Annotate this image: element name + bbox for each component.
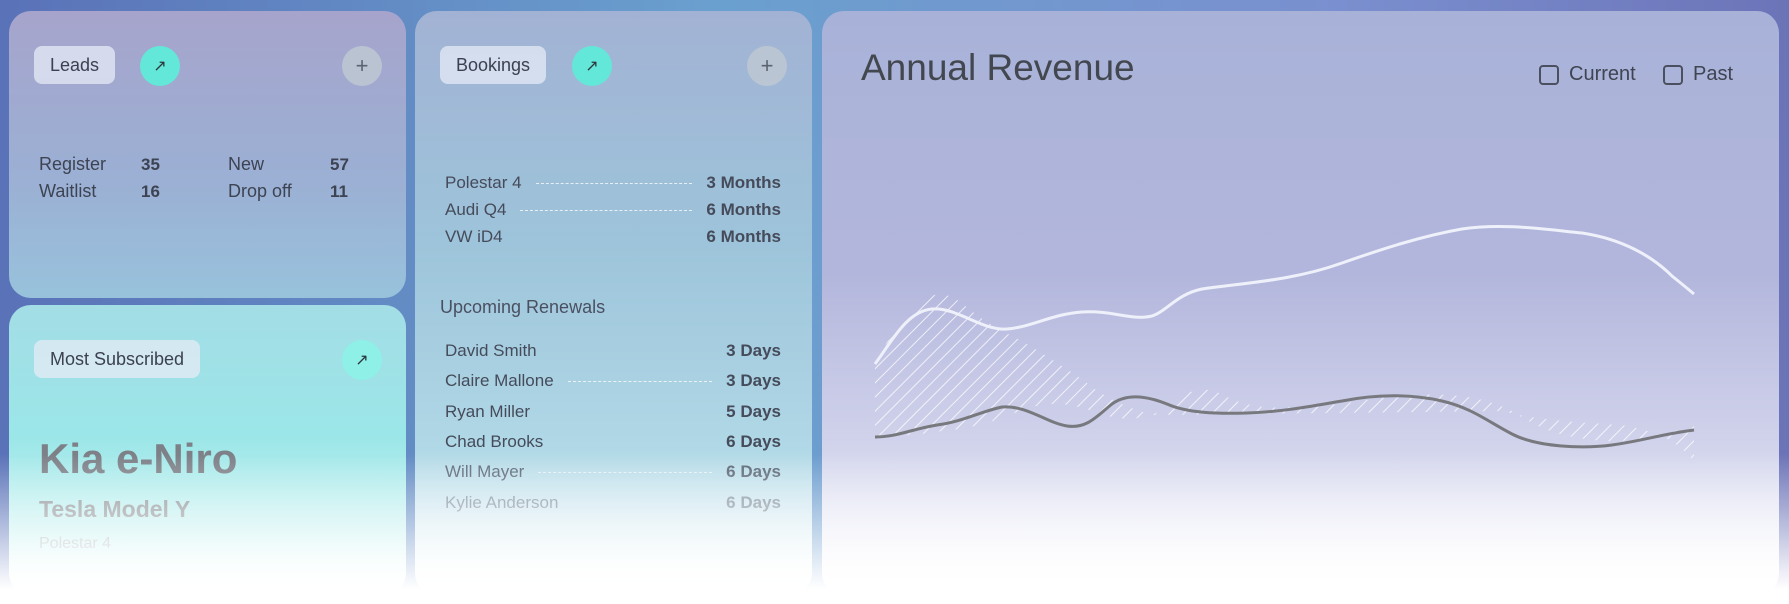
stat-register-label: Register	[39, 154, 107, 174]
stat-register-value: 35	[141, 155, 160, 174]
stat-new-label: New	[228, 154, 265, 174]
stat-waitlist-value: 16	[141, 182, 160, 201]
renewal-days: 5 Days	[726, 402, 781, 421]
upcoming-renewals-heading: Upcoming Renewals	[440, 297, 606, 317]
arrow-up-right-icon: ↗	[153, 58, 167, 75]
renewal-days: 6 Days	[726, 493, 781, 512]
row-divider	[557, 442, 712, 443]
renewal-name: Will Mayer	[445, 462, 525, 481]
row-divider	[551, 351, 713, 352]
plus-icon: +	[355, 53, 369, 78]
leads-open-button[interactable]: ↗	[140, 46, 180, 86]
renewal-name: Chad Brooks	[445, 432, 544, 451]
bookings-card: Bookings ↗ + Polestar 4 3 Months Audi Q4…	[415, 11, 812, 595]
bookings-add-button[interactable]: +	[747, 46, 787, 86]
leads-add-button[interactable]: +	[342, 46, 382, 86]
arrow-up-right-icon: ↗	[355, 352, 369, 369]
plus-icon: +	[760, 53, 774, 78]
renewal-days: 6 Days	[726, 432, 781, 451]
row-divider	[572, 503, 712, 504]
legend-past-label: Past	[1693, 63, 1734, 85]
booking-name: VW iD4	[445, 227, 503, 246]
current-series-line	[873, 224, 1695, 365]
renewal-name: David Smith	[445, 341, 537, 360]
revenue-chart	[873, 224, 1695, 461]
booking-name: Polestar 4	[445, 173, 522, 192]
bookings-tag: Bookings	[440, 46, 547, 84]
bookings-open-button[interactable]: ↗	[572, 46, 612, 86]
annual-revenue-title: Annual Revenue	[861, 47, 1135, 88]
renewal-row[interactable]: Chad Brooks 6 Days	[445, 430, 781, 454]
renewal-name: Ryan Miller	[445, 402, 531, 421]
variance-hatch-area	[875, 294, 1694, 461]
legend-current-toggle[interactable]: Current	[1539, 63, 1636, 86]
stat-waitlist-label: Waitlist	[39, 181, 97, 201]
leads-card: Leads ↗ + Register 35 Waitlist 16 New 57…	[9, 11, 406, 298]
booking-duration: 6 Months	[706, 200, 781, 219]
stat-dropoff-label: Drop off	[228, 181, 292, 201]
booking-row[interactable]: Polestar 4 3 Months	[445, 171, 781, 195]
booking-duration: 6 Months	[706, 227, 781, 246]
renewal-row[interactable]: Kylie Anderson 6 Days	[445, 491, 781, 515]
arrow-up-right-icon: ↗	[585, 58, 599, 75]
renewal-name: Kylie Anderson	[445, 493, 559, 512]
most-subscribed-card: Most Subscribed ↗ Kia e-Niro Tesla Model…	[9, 305, 406, 595]
row-divider	[538, 471, 713, 473]
most-subscribed-tag: Most Subscribed	[34, 340, 201, 378]
row-divider	[520, 209, 693, 211]
third-model: Polestar 4	[39, 535, 112, 552]
renewal-days: 3 Days	[726, 341, 781, 360]
booking-row[interactable]: VW iD4 6 Months	[445, 225, 781, 249]
renewal-days: 6 Days	[726, 462, 781, 481]
leads-tag: Leads	[34, 46, 116, 84]
stat-new-value: 57	[330, 155, 349, 174]
stat-dropoff-value: 11	[330, 182, 348, 201]
annual-revenue-card: Annual Revenue Current Past	[822, 11, 1779, 595]
renewal-row[interactable]: Claire Mallone 3 Days	[445, 369, 781, 393]
booking-name: Audi Q4	[445, 200, 507, 219]
renewal-row[interactable]: Will Mayer 6 Days	[445, 460, 781, 484]
past-series-line	[874, 394, 1695, 449]
booking-row[interactable]: Audi Q4 6 Months	[445, 198, 781, 222]
row-divider	[517, 237, 693, 238]
renewal-days: 3 Days	[726, 371, 781, 390]
row-divider	[544, 412, 712, 413]
renewal-row[interactable]: David Smith 3 Days	[445, 339, 781, 363]
legend-current-label: Current	[1569, 63, 1636, 85]
renewal-row[interactable]: Ryan Miller 5 Days	[445, 400, 781, 424]
checkbox-icon[interactable]	[1539, 64, 1559, 85]
row-divider	[567, 380, 713, 382]
legend-past-toggle[interactable]: Past	[1663, 63, 1733, 86]
booking-duration: 3 Months	[706, 173, 781, 192]
most-subscribed-open-button[interactable]: ↗	[342, 340, 382, 380]
checkbox-icon[interactable]	[1663, 64, 1683, 85]
top-model: Kia e-Niro	[39, 435, 238, 482]
second-model: Tesla Model Y	[39, 496, 191, 522]
row-divider	[535, 182, 693, 184]
renewal-name: Claire Mallone	[445, 371, 554, 390]
